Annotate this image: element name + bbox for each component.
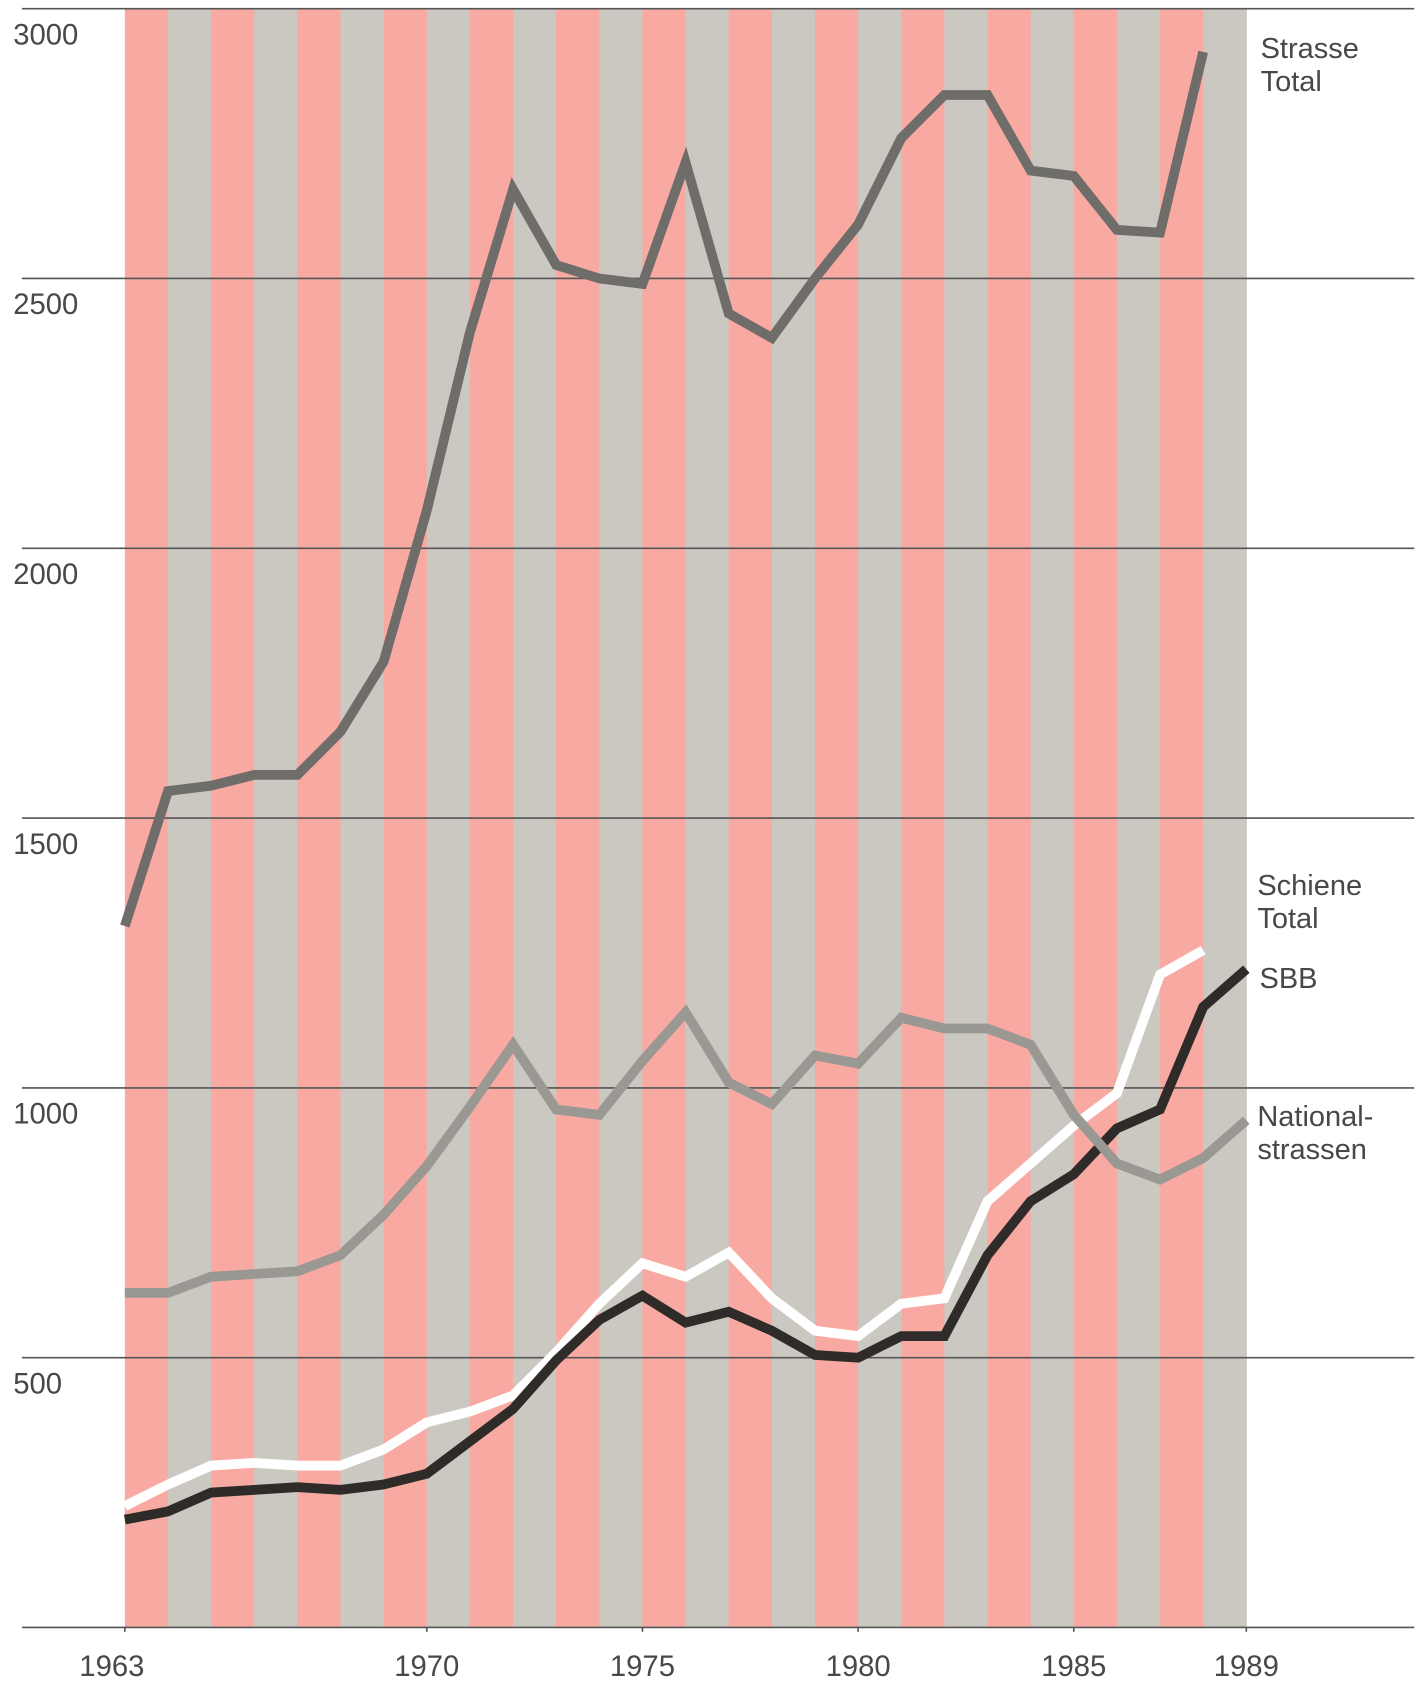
series-label: National-strassen [1257, 1101, 1374, 1167]
y-tick-label: 3000 [13, 19, 78, 51]
series-label: Strasse Total [1260, 32, 1359, 98]
series-label: Schiene Total [1257, 870, 1363, 936]
x-tick-label: 1985 [1041, 1651, 1106, 1683]
x-tick-label: 1980 [826, 1651, 891, 1683]
series-line [123, 965, 1250, 1525]
y-tick-label: 500 [13, 1368, 62, 1400]
x-tick-label: 1970 [394, 1651, 459, 1683]
y-tick-label: 1000 [13, 1099, 78, 1131]
series-label: SBB [1259, 962, 1318, 995]
y-tick-label: 2500 [13, 289, 78, 321]
y-tick-label: 1500 [13, 829, 78, 861]
series-line [122, 946, 1206, 1511]
x-tick-label: 1989 [1214, 1651, 1279, 1683]
x-tick-label: 1975 [610, 1651, 675, 1683]
x-tick-label: 1963 [79, 1651, 144, 1683]
series-line [124, 1004, 1250, 1298]
y-tick-label: 2000 [13, 559, 78, 591]
series-line [120, 50, 1208, 928]
